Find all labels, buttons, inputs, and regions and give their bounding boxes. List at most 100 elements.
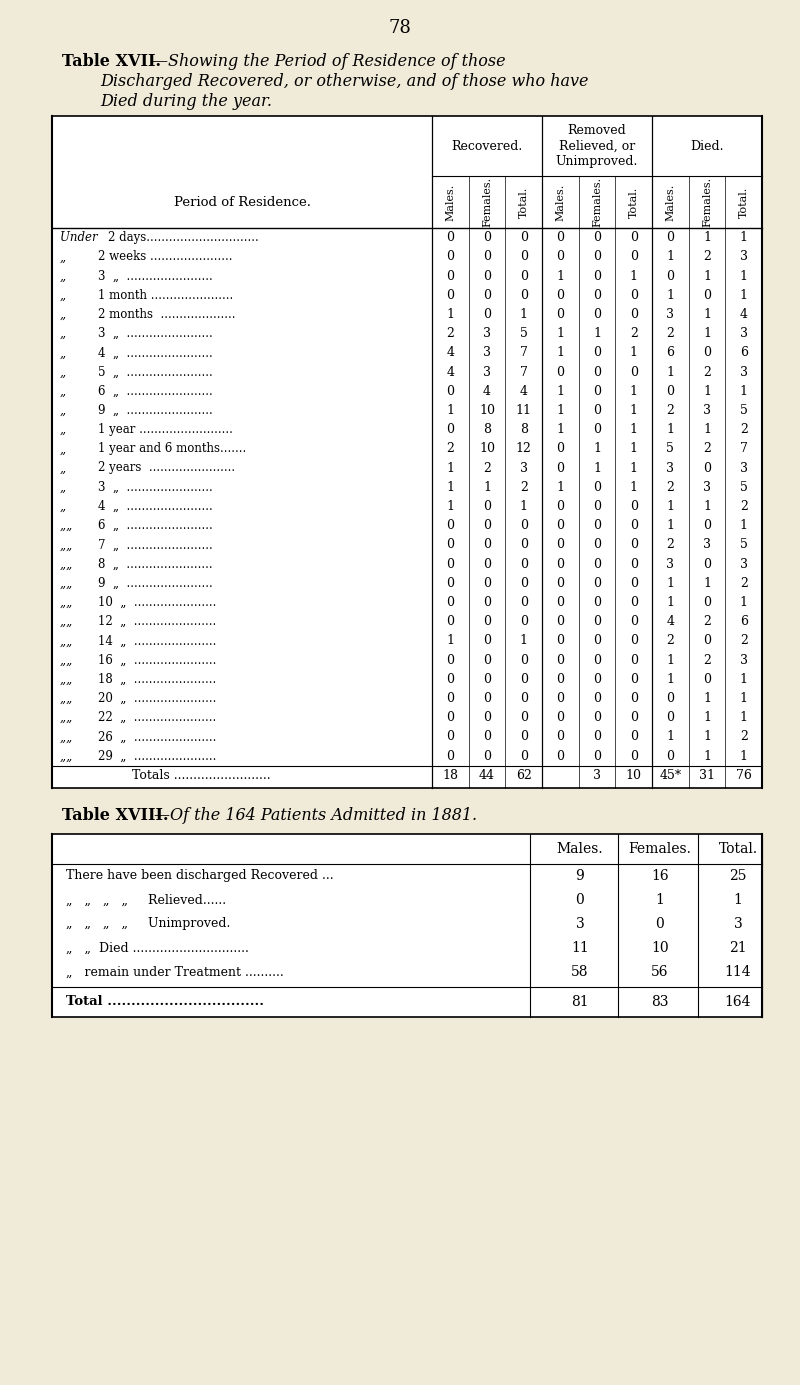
Text: 18  „  ......................: 18 „ ...................... — [98, 673, 216, 686]
Text: 0: 0 — [483, 634, 491, 647]
Text: „: „ — [60, 327, 70, 341]
Text: 0: 0 — [666, 692, 674, 705]
Text: 6  „  .......................: 6 „ ....................... — [98, 385, 213, 397]
Text: 18: 18 — [442, 769, 458, 781]
Text: 0: 0 — [593, 711, 601, 724]
Text: 0: 0 — [446, 422, 454, 436]
Text: 26  „  ......................: 26 „ ...................... — [98, 730, 216, 744]
Text: 0: 0 — [520, 730, 528, 744]
Text: 0: 0 — [556, 231, 564, 244]
Text: 1: 1 — [740, 270, 748, 283]
Text: 0: 0 — [483, 519, 491, 532]
Text: 0: 0 — [593, 404, 601, 417]
Text: 3  „  .......................: 3 „ ....................... — [98, 327, 213, 341]
Text: 4: 4 — [446, 346, 454, 359]
Text: 1: 1 — [666, 576, 674, 590]
Text: 0: 0 — [520, 558, 528, 571]
Text: 12: 12 — [516, 442, 532, 456]
Text: 1: 1 — [556, 327, 564, 341]
Text: 0: 0 — [630, 558, 638, 571]
Text: 1: 1 — [630, 385, 638, 397]
Text: 1 year .........................: 1 year ......................... — [98, 422, 233, 436]
Text: 5: 5 — [666, 442, 674, 456]
Text: 2: 2 — [666, 327, 674, 341]
Text: 0: 0 — [703, 673, 711, 686]
Text: 3: 3 — [734, 917, 742, 931]
Text: 0: 0 — [630, 615, 638, 629]
Text: 0: 0 — [703, 519, 711, 532]
Bar — [52, 834, 762, 1017]
Text: 5: 5 — [520, 327, 528, 341]
Text: „: „ — [60, 288, 70, 302]
Text: Males.: Males. — [555, 183, 566, 220]
Text: 1: 1 — [483, 481, 491, 493]
Text: 0: 0 — [483, 539, 491, 551]
Text: 0: 0 — [556, 576, 564, 590]
Text: 1: 1 — [666, 673, 674, 686]
Text: 1: 1 — [666, 519, 674, 532]
Text: 1: 1 — [703, 270, 711, 283]
Text: 2: 2 — [740, 576, 748, 590]
Text: 2: 2 — [446, 442, 454, 456]
Text: Males.: Males. — [446, 183, 455, 220]
Text: 1: 1 — [740, 231, 748, 244]
Text: 0: 0 — [630, 251, 638, 263]
Text: 0: 0 — [630, 596, 638, 609]
Text: 0: 0 — [483, 654, 491, 666]
Text: Females.: Females. — [629, 842, 691, 856]
Text: Removed
Relieved, or
Unimproved.: Removed Relieved, or Unimproved. — [556, 125, 638, 168]
Text: 7: 7 — [740, 442, 748, 456]
Text: 0: 0 — [593, 251, 601, 263]
Text: 2: 2 — [520, 481, 528, 493]
Text: 2: 2 — [666, 539, 674, 551]
Text: 2 months  ....................: 2 months .................... — [98, 307, 235, 321]
Text: 0: 0 — [703, 461, 711, 475]
Text: 1: 1 — [520, 500, 528, 512]
Text: 0: 0 — [483, 576, 491, 590]
Text: 2 days..............................: 2 days.............................. — [108, 231, 258, 244]
Text: 0: 0 — [593, 692, 601, 705]
Text: 1: 1 — [593, 327, 601, 341]
Text: 3: 3 — [666, 558, 674, 571]
Text: 0: 0 — [593, 730, 601, 744]
Text: 3  „  .......................: 3 „ ....................... — [98, 270, 213, 283]
Text: 2: 2 — [703, 654, 711, 666]
Text: „„: „„ — [60, 730, 76, 744]
Text: 1: 1 — [446, 500, 454, 512]
Text: 0: 0 — [483, 711, 491, 724]
Text: 1: 1 — [703, 231, 711, 244]
Text: 0: 0 — [520, 692, 528, 705]
Text: Under: Under — [60, 231, 102, 244]
Text: 0: 0 — [556, 596, 564, 609]
Text: „: „ — [60, 307, 70, 321]
Text: 1: 1 — [446, 404, 454, 417]
Text: 0: 0 — [446, 749, 454, 763]
Text: 2: 2 — [740, 730, 748, 744]
Text: 1 year and 6 months.......: 1 year and 6 months....... — [98, 442, 246, 456]
Text: 0: 0 — [630, 654, 638, 666]
Text: Females.: Females. — [482, 177, 492, 227]
Text: 0: 0 — [556, 558, 564, 571]
Text: 1: 1 — [703, 692, 711, 705]
Text: 0: 0 — [520, 749, 528, 763]
Text: 1: 1 — [703, 576, 711, 590]
Text: 0: 0 — [630, 576, 638, 590]
Text: 0: 0 — [593, 519, 601, 532]
Text: 0: 0 — [656, 917, 664, 931]
Text: 1: 1 — [666, 654, 674, 666]
Text: 6: 6 — [666, 346, 674, 359]
Text: 0: 0 — [556, 307, 564, 321]
Text: 1: 1 — [655, 893, 665, 907]
Text: 0: 0 — [630, 288, 638, 302]
Text: 0: 0 — [520, 596, 528, 609]
Text: 2: 2 — [666, 404, 674, 417]
Text: 0: 0 — [446, 692, 454, 705]
Text: 2: 2 — [446, 327, 454, 341]
Text: Totals .........................: Totals ......................... — [132, 769, 270, 781]
Text: 1: 1 — [703, 422, 711, 436]
Text: Total.: Total. — [718, 842, 758, 856]
Text: 0: 0 — [593, 270, 601, 283]
Text: 1: 1 — [703, 307, 711, 321]
Text: 114: 114 — [725, 965, 751, 979]
Text: „„: „„ — [60, 749, 76, 763]
